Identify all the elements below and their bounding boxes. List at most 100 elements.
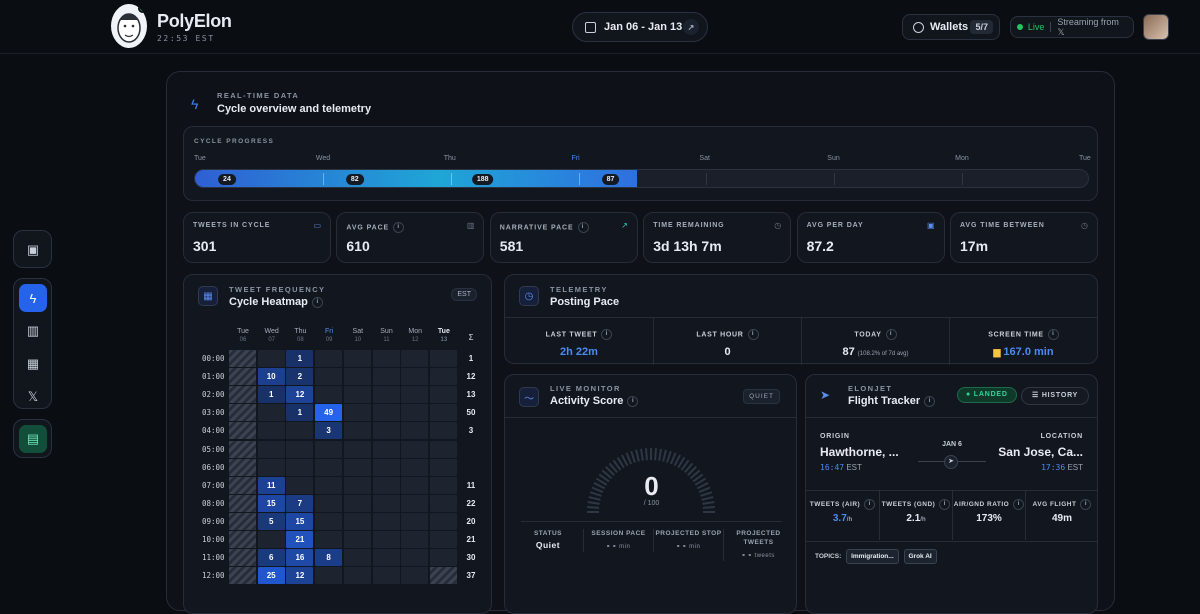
heatmap-cell[interactable] xyxy=(343,422,371,440)
heatmap-cell[interactable] xyxy=(229,549,256,567)
heatmap-cell[interactable] xyxy=(343,368,371,386)
heatmap-cell[interactable]: 6 xyxy=(257,549,285,567)
heatmap-cell[interactable] xyxy=(315,512,343,530)
info-icon[interactable]: i xyxy=(1047,329,1059,340)
heatmap-cell[interactable] xyxy=(372,531,400,548)
rail-x-icon[interactable]: 𝕏 xyxy=(27,389,39,404)
heatmap-cell[interactable] xyxy=(229,404,256,422)
heatmap-cell[interactable] xyxy=(257,458,285,476)
heatmap-cell[interactable] xyxy=(372,549,400,567)
heatmap-cell[interactable]: 5 xyxy=(257,512,285,530)
heatmap-cell[interactable] xyxy=(315,476,343,494)
external-link-icon[interactable]: ↗ xyxy=(683,19,699,35)
info-icon[interactable]: i xyxy=(577,222,589,233)
info-icon[interactable]: i xyxy=(393,222,405,233)
rail-lightning-icon[interactable]: ϟ xyxy=(19,284,47,312)
heatmap-cell[interactable] xyxy=(229,531,256,548)
heatmap-cell[interactable]: 8 xyxy=(315,549,343,567)
user-avatar[interactable] xyxy=(1143,14,1169,40)
info-icon[interactable]: i xyxy=(939,499,951,510)
info-icon[interactable]: i xyxy=(601,329,613,340)
heatmap-cell[interactable] xyxy=(229,567,256,585)
heatmap-cell[interactable] xyxy=(429,404,457,422)
heatmap-cell[interactable] xyxy=(429,368,457,386)
heatmap-cell[interactable] xyxy=(257,440,285,458)
info-icon[interactable]: i xyxy=(747,329,759,340)
heatmap-cell[interactable] xyxy=(229,422,256,440)
heatmap-cell[interactable] xyxy=(401,512,429,530)
heatmap-cell[interactable] xyxy=(343,386,371,404)
heatmap-cell[interactable]: 1 xyxy=(257,386,285,404)
heatmap-cell[interactable] xyxy=(401,422,429,440)
heatmap-cell[interactable] xyxy=(429,440,457,458)
heatmap-cell[interactable] xyxy=(343,476,371,494)
wallets-button[interactable]: Wallets 5/7 xyxy=(902,14,1000,40)
heatmap-cell[interactable] xyxy=(315,440,343,458)
heatmap-cell[interactable]: 7 xyxy=(286,494,314,512)
heatmap-cell[interactable]: 15 xyxy=(257,494,285,512)
heatmap-cell[interactable]: 12 xyxy=(286,567,314,585)
heatmap-cell[interactable] xyxy=(401,386,429,404)
info-icon[interactable]: i xyxy=(864,499,876,510)
heatmap-cell[interactable] xyxy=(343,512,371,530)
heatmap-cell[interactable] xyxy=(229,476,256,494)
heatmap-cell[interactable] xyxy=(372,422,400,440)
heatmap-cell[interactable]: 2 xyxy=(286,368,314,386)
heatmap-cell[interactable]: 49 xyxy=(315,404,343,422)
heatmap-cell[interactable] xyxy=(429,567,457,585)
heatmap-cell[interactable] xyxy=(229,440,256,458)
heatmap-cell[interactable] xyxy=(372,512,400,530)
heatmap-cell[interactable] xyxy=(429,458,457,476)
info-icon[interactable]: i xyxy=(1013,499,1025,510)
heatmap-cell[interactable] xyxy=(401,368,429,386)
heatmap-cell[interactable] xyxy=(429,350,457,367)
heatmap-cell[interactable] xyxy=(343,350,371,367)
heatmap-cell[interactable] xyxy=(315,531,343,548)
heatmap-cell[interactable] xyxy=(229,458,256,476)
topic-chip[interactable]: Grok AI xyxy=(903,549,937,564)
heatmap-cell[interactable] xyxy=(372,350,400,367)
heatmap-cell[interactable] xyxy=(429,512,457,530)
heatmap-cell[interactable] xyxy=(401,567,429,585)
info-icon[interactable]: i xyxy=(924,395,936,407)
heatmap-cell[interactable]: 25 xyxy=(257,567,285,585)
heatmap-cell[interactable] xyxy=(315,350,343,367)
elon-logo[interactable] xyxy=(111,4,147,48)
heatmap-cell[interactable] xyxy=(372,440,400,458)
heatmap-cell[interactable] xyxy=(343,494,371,512)
heatmap-cell[interactable] xyxy=(229,368,256,386)
heatmap-cell[interactable] xyxy=(343,440,371,458)
heatmap-cell[interactable] xyxy=(229,350,256,367)
heatmap-cell[interactable] xyxy=(229,512,256,530)
heatmap-cell[interactable] xyxy=(401,350,429,367)
heatmap-cell[interactable] xyxy=(343,404,371,422)
heatmap-cell[interactable] xyxy=(429,549,457,567)
heatmap-cell[interactable] xyxy=(286,476,314,494)
heatmap-cell[interactable] xyxy=(286,422,314,440)
heatmap-cell[interactable] xyxy=(429,476,457,494)
heatmap-cell[interactable]: 10 xyxy=(257,368,285,386)
info-icon[interactable]: i xyxy=(311,296,323,308)
heatmap-cell[interactable] xyxy=(315,494,343,512)
heatmap-cell[interactable] xyxy=(372,494,400,512)
rail-grid-icon[interactable]: ▦ xyxy=(26,356,40,371)
heatmap-cell[interactable]: 3 xyxy=(315,422,343,440)
heatmap-cell[interactable] xyxy=(343,549,371,567)
heatmap-cell[interactable] xyxy=(372,368,400,386)
info-icon[interactable]: i xyxy=(627,395,639,407)
heatmap-cell[interactable] xyxy=(429,422,457,440)
rail-clipboard-icon[interactable]: ▤ xyxy=(19,425,47,453)
heatmap-cell[interactable] xyxy=(343,531,371,548)
heatmap-cell[interactable] xyxy=(401,494,429,512)
topic-chip[interactable]: Immigration... xyxy=(846,549,899,564)
heatmap-cell[interactable] xyxy=(401,549,429,567)
heatmap-cell[interactable] xyxy=(429,386,457,404)
heatmap-cell[interactable] xyxy=(315,567,343,585)
heatmap-cell[interactable] xyxy=(372,476,400,494)
heatmap-cell[interactable] xyxy=(257,350,285,367)
heatmap-cell[interactable]: 1 xyxy=(286,350,314,367)
heatmap-cell[interactable] xyxy=(229,494,256,512)
heatmap-cell[interactable] xyxy=(372,567,400,585)
heatmap-cell[interactable] xyxy=(372,386,400,404)
heatmap-cell[interactable] xyxy=(429,494,457,512)
